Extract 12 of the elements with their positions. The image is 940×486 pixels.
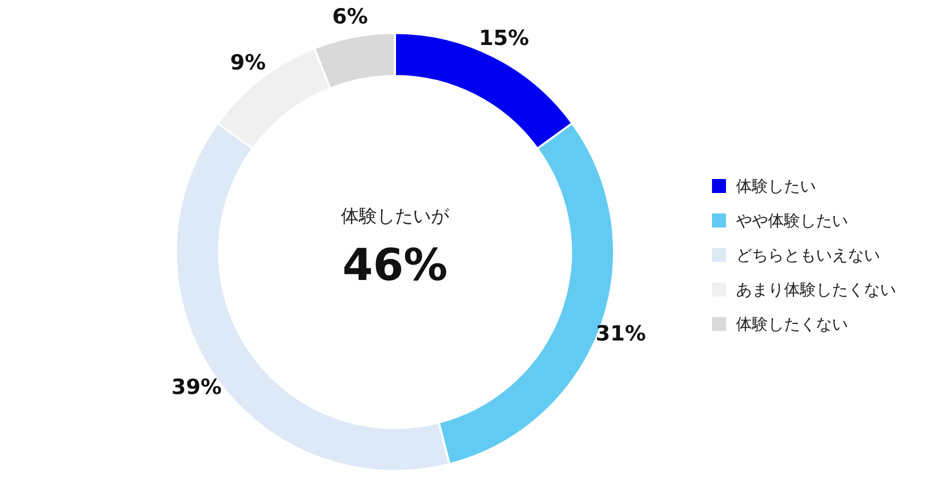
text: 46%: [342, 240, 448, 291]
data-label: 39%: [171, 374, 222, 399]
data-label: 15%: [478, 26, 530, 50]
legend-label: やや体験したい: [736, 211, 848, 230]
data-label: 31%: [596, 321, 646, 346]
legend-label: どちらともいえない: [736, 246, 880, 264]
legend-label: あまり体験したくない: [736, 280, 896, 299]
data-label: 6%: [332, 4, 368, 28]
legend-label: 体験したい: [736, 176, 816, 196]
data-label: 9%: [230, 50, 266, 74]
text: 体験したいが: [341, 206, 450, 227]
legend-label: 体験したくない: [736, 314, 848, 334]
